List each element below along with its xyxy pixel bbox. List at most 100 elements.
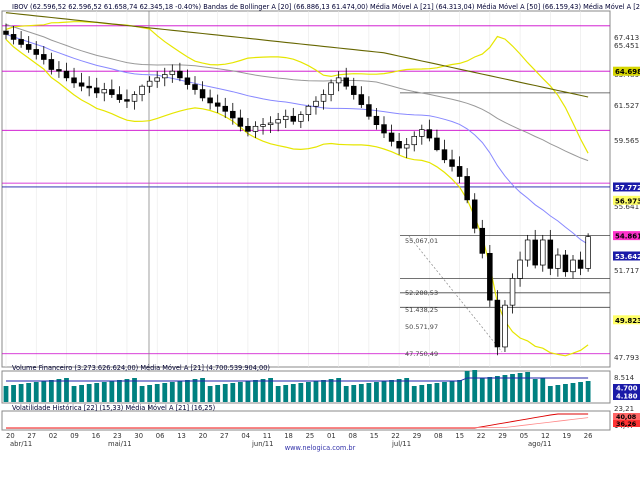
candle-body[interactable] bbox=[78, 82, 85, 87]
candle-body[interactable] bbox=[373, 115, 380, 126]
candle-body[interactable] bbox=[313, 100, 319, 107]
candle-body[interactable] bbox=[124, 99, 130, 102]
candle-body[interactable] bbox=[154, 77, 160, 82]
candle-body[interactable] bbox=[184, 77, 191, 85]
x-day-label: 09 bbox=[70, 432, 79, 440]
candle-body[interactable] bbox=[260, 124, 266, 127]
volume-bar bbox=[185, 380, 190, 402]
volume-bar bbox=[313, 381, 319, 402]
fib-trend-line[interactable] bbox=[408, 235, 503, 353]
volume-bar bbox=[26, 383, 32, 402]
candle-body[interactable] bbox=[524, 239, 531, 261]
volume-bar bbox=[419, 385, 425, 402]
candle-body[interactable] bbox=[199, 89, 206, 99]
candle-body[interactable] bbox=[517, 259, 523, 279]
candle-body[interactable] bbox=[177, 70, 183, 79]
candle-body[interactable] bbox=[434, 137, 440, 151]
candle-body[interactable] bbox=[192, 84, 198, 90]
candle-body[interactable] bbox=[290, 115, 297, 122]
candle-body[interactable] bbox=[275, 119, 281, 124]
candle-body[interactable] bbox=[298, 114, 304, 122]
candle-body[interactable] bbox=[343, 77, 349, 87]
candle-body[interactable] bbox=[230, 110, 236, 119]
candle-body[interactable] bbox=[547, 239, 554, 269]
candle-body[interactable] bbox=[162, 74, 168, 79]
candle-body[interactable] bbox=[169, 70, 176, 75]
candle-body[interactable] bbox=[441, 149, 448, 161]
volume-bar bbox=[260, 379, 266, 402]
candle-body[interactable] bbox=[403, 144, 410, 149]
candle-body[interactable] bbox=[109, 89, 115, 95]
candle-body[interactable] bbox=[101, 89, 108, 94]
volume-bar bbox=[200, 378, 205, 402]
candle-body[interactable] bbox=[237, 117, 244, 127]
volume-bar bbox=[585, 381, 591, 402]
candle-body[interactable] bbox=[540, 239, 546, 266]
candle-body[interactable] bbox=[214, 102, 221, 107]
candle-body[interactable] bbox=[282, 115, 289, 120]
candle-body[interactable] bbox=[562, 254, 569, 273]
candle-body[interactable] bbox=[116, 94, 123, 100]
volume-bar bbox=[230, 383, 236, 402]
candle-body[interactable] bbox=[471, 199, 478, 229]
candle-body[interactable] bbox=[509, 278, 516, 306]
candle-body[interactable] bbox=[320, 94, 327, 102]
candle-body[interactable] bbox=[419, 129, 425, 137]
candle-body[interactable] bbox=[305, 105, 312, 115]
candle-body[interactable] bbox=[555, 254, 561, 269]
candle-body[interactable] bbox=[222, 105, 228, 112]
candle-body[interactable] bbox=[494, 299, 501, 348]
candle-body[interactable] bbox=[388, 132, 395, 142]
volume-bar bbox=[94, 383, 100, 402]
volume-bar bbox=[306, 382, 311, 402]
candle-body[interactable] bbox=[86, 85, 92, 89]
candle-body[interactable] bbox=[18, 39, 24, 45]
candle-body[interactable] bbox=[3, 30, 9, 35]
candle-body[interactable] bbox=[358, 94, 365, 105]
volume-bar bbox=[578, 382, 583, 402]
candle-body[interactable] bbox=[502, 304, 508, 348]
candle-body[interactable] bbox=[426, 129, 433, 139]
candle-body[interactable] bbox=[328, 82, 334, 95]
candle-body[interactable] bbox=[487, 252, 493, 301]
candle-body[interactable] bbox=[411, 136, 417, 146]
candle-body[interactable] bbox=[335, 77, 342, 84]
candle-body[interactable] bbox=[479, 227, 486, 254]
candle-body[interactable] bbox=[25, 44, 32, 50]
candle-body[interactable] bbox=[63, 70, 70, 79]
volatility-panel[interactable] bbox=[1, 410, 611, 431]
volume-bar bbox=[426, 384, 432, 402]
candle-body[interactable] bbox=[41, 54, 47, 60]
x-day-label: 29 bbox=[413, 432, 422, 440]
candle-body[interactable] bbox=[252, 125, 259, 132]
candle-body[interactable] bbox=[93, 87, 100, 94]
candle-body[interactable] bbox=[48, 59, 55, 70]
candle-body[interactable] bbox=[585, 236, 591, 269]
candle-body[interactable] bbox=[139, 85, 145, 95]
volume-bar bbox=[328, 379, 334, 402]
candle-body[interactable] bbox=[56, 69, 62, 72]
candle-body[interactable] bbox=[33, 49, 39, 55]
candle-body[interactable] bbox=[146, 80, 153, 87]
candle-body[interactable] bbox=[456, 166, 463, 177]
candle-body[interactable] bbox=[267, 122, 274, 126]
candle-body[interactable] bbox=[449, 159, 455, 167]
candle-body[interactable] bbox=[570, 259, 576, 273]
candle-body[interactable] bbox=[381, 124, 387, 134]
candle-body[interactable] bbox=[464, 176, 470, 201]
moving-average-200-line bbox=[5, 12, 589, 98]
candle-body[interactable] bbox=[71, 77, 77, 84]
candle-body[interactable] bbox=[131, 94, 138, 102]
candle-body[interactable] bbox=[10, 34, 17, 40]
candle-body[interactable] bbox=[577, 259, 584, 269]
candle-body[interactable] bbox=[351, 85, 357, 95]
candle-body[interactable] bbox=[366, 104, 372, 117]
candle-body[interactable] bbox=[532, 239, 538, 266]
candle-body[interactable] bbox=[245, 125, 251, 132]
price-badge bbox=[613, 66, 640, 76]
candle-body[interactable] bbox=[207, 97, 213, 104]
x-month-label: ago/11 bbox=[528, 440, 552, 448]
candle-body[interactable] bbox=[396, 141, 402, 149]
